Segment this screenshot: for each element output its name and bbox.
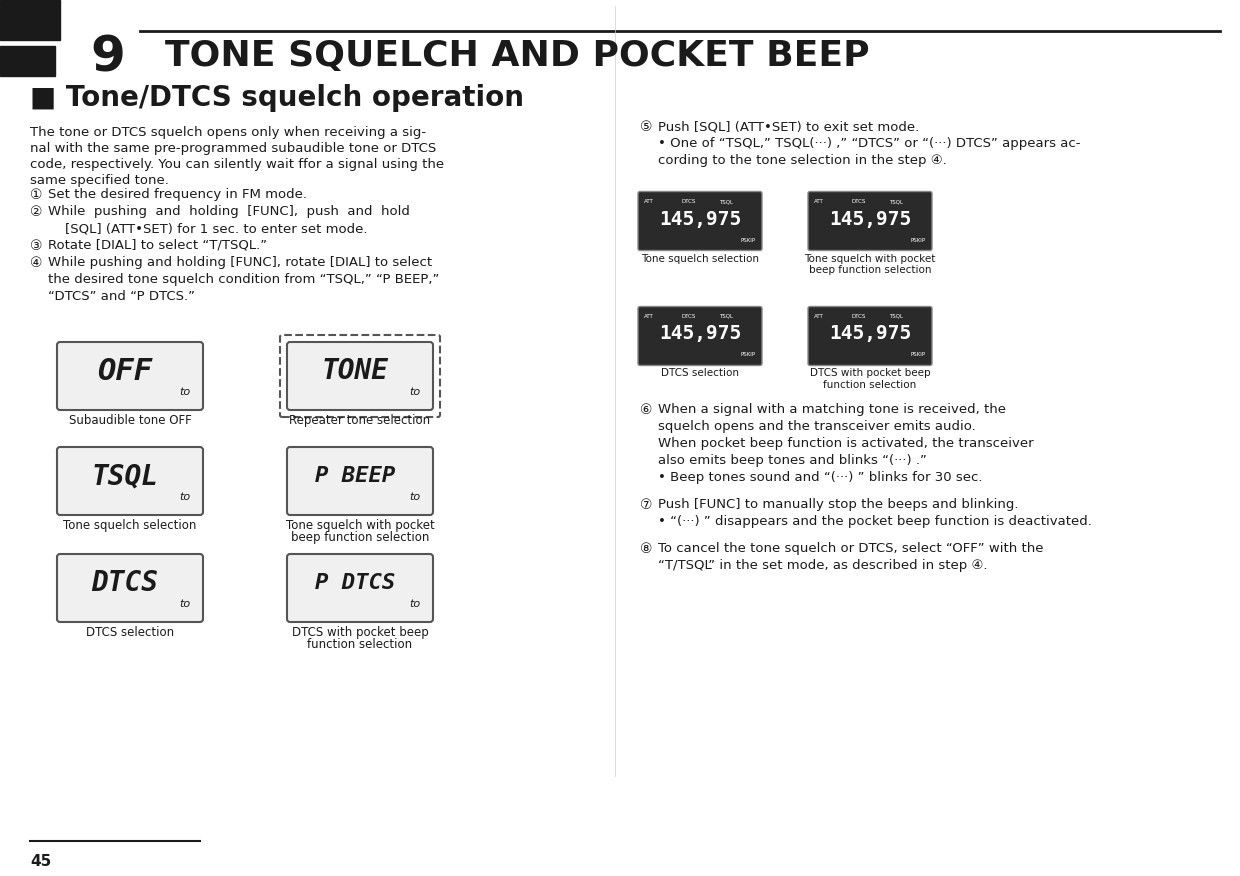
Text: ①: ① [30,188,42,202]
Text: TSQL: TSQL [889,314,903,319]
Text: 9: 9 [91,34,125,82]
Text: When a signal with a matching tone is received, the: When a signal with a matching tone is re… [658,403,1006,416]
Bar [0,46,55,76]
Text: • Beep tones sound and “(···) ” blinks for 30 sec.: • Beep tones sound and “(···) ” blinks f… [658,471,982,484]
Text: code, respectively. You can silently wait ffor a signal using the: code, respectively. You can silently wai… [30,158,444,171]
FancyBboxPatch shape [286,447,433,515]
FancyBboxPatch shape [286,342,433,410]
FancyBboxPatch shape [808,192,932,251]
Text: TSQL: TSQL [92,462,159,490]
Text: DTCS: DTCS [681,314,696,319]
Text: TSQL: TSQL [719,199,733,204]
Text: also emits beep tones and blinks “(···) .”: also emits beep tones and blinks “(···) … [658,454,926,467]
Text: ATT: ATT [644,314,653,319]
Text: Subaudible tone OFF: Subaudible tone OFF [68,414,191,427]
Text: ⑧: ⑧ [640,542,652,556]
Text: “T/TSQL” in the set mode, as described in step ④.: “T/TSQL” in the set mode, as described i… [658,559,987,572]
Text: ②: ② [30,205,42,219]
Text: function selection: function selection [308,638,413,651]
Text: Repeater tone selection: Repeater tone selection [289,414,430,427]
Text: PSKIP: PSKIP [911,237,926,243]
Text: to: to [179,492,190,502]
FancyBboxPatch shape [57,342,203,410]
Text: • One of “TSQL,” TSQL(···) ,” “DTCS” or “(···) DTCS” appears ac-: • One of “TSQL,” TSQL(···) ,” “DTCS” or … [658,137,1080,150]
Text: [SQL] (ATT•SET) for 1 sec. to enter set mode.: [SQL] (ATT•SET) for 1 sec. to enter set … [48,222,367,235]
Text: ATT: ATT [813,314,823,319]
Text: ③: ③ [30,239,42,253]
Text: DTCS: DTCS [681,199,696,204]
Text: PSKIP: PSKIP [740,352,756,357]
Text: 145,975: 145,975 [828,324,911,343]
Text: P BEEP: P BEEP [315,466,396,486]
Text: to: to [179,599,190,609]
Text: squelch opens and the transceiver emits audio.: squelch opens and the transceiver emits … [658,420,976,433]
FancyBboxPatch shape [57,447,203,515]
Text: to: to [179,387,190,397]
Text: Push [SQL] (ATT•SET) to exit set mode.: Push [SQL] (ATT•SET) to exit set mode. [658,120,919,133]
Text: ATT: ATT [813,199,823,204]
Text: to: to [409,492,420,502]
Text: cording to the tone selection in the step ④.: cording to the tone selection in the ste… [658,154,947,167]
Text: ATT: ATT [644,199,653,204]
Text: “DTCS” and “P DTCS.”: “DTCS” and “P DTCS.” [48,290,195,303]
Text: to: to [409,387,420,397]
Text: ■ Tone/DTCS squelch operation: ■ Tone/DTCS squelch operation [30,84,525,112]
Bar [0,0,60,40]
Text: When pocket beep function is activated, the transceiver: When pocket beep function is activated, … [658,437,1034,450]
Text: P DTCS: P DTCS [315,573,396,593]
Text: ⑦: ⑦ [640,498,652,512]
Text: ④: ④ [30,256,42,270]
Text: Tone squelch with pocket
beep function selection: Tone squelch with pocket beep function s… [805,253,936,275]
Text: the desired tone squelch condition from “TSQL,” “P BEEP,”: the desired tone squelch condition from … [48,273,439,286]
Text: TSQL: TSQL [889,199,903,204]
Text: TONE SQUELCH AND POCKET BEEP: TONE SQUELCH AND POCKET BEEP [165,39,869,73]
Text: • “(···) ” disappears and the pocket beep function is deactivated.: • “(···) ” disappears and the pocket bee… [658,515,1092,528]
Text: Tone squelch with pocket: Tone squelch with pocket [285,519,434,532]
Text: TONE: TONE [321,357,388,385]
Text: DTCS with pocket beep
function selection: DTCS with pocket beep function selection [810,369,930,390]
Text: PSKIP: PSKIP [911,352,926,357]
Text: Tone squelch selection: Tone squelch selection [641,253,759,264]
Text: DTCS: DTCS [852,199,866,204]
FancyBboxPatch shape [639,307,763,365]
FancyBboxPatch shape [286,554,433,622]
Text: While pushing and holding [FUNC], rotate [DIAL] to select: While pushing and holding [FUNC], rotate… [48,256,432,269]
Text: beep function selection: beep function selection [291,531,429,544]
Text: PSKIP: PSKIP [740,237,756,243]
Text: DTCS: DTCS [852,314,866,319]
Text: TSQL: TSQL [719,314,733,319]
Text: nal with the same pre-programmed subaudible tone or DTCS: nal with the same pre-programmed subaudi… [30,142,436,155]
Text: To cancel the tone squelch or DTCS, select “OFF” with the: To cancel the tone squelch or DTCS, sele… [658,542,1044,555]
Text: While  pushing  and  holding  [FUNC],  push  and  hold: While pushing and holding [FUNC], push a… [48,205,410,218]
FancyBboxPatch shape [57,554,203,622]
Text: DTCS with pocket beep: DTCS with pocket beep [291,626,428,639]
Text: ⑥: ⑥ [640,403,652,417]
Text: 45: 45 [30,854,51,869]
FancyBboxPatch shape [808,307,932,365]
Text: OFF: OFF [98,357,153,385]
Text: Rotate [DIAL] to select “T/TSQL.”: Rotate [DIAL] to select “T/TSQL.” [48,239,267,252]
Text: 145,975: 145,975 [658,324,742,343]
Text: Push [FUNC] to manually stop the beeps and blinking.: Push [FUNC] to manually stop the beeps a… [658,498,1018,511]
Text: DTCS: DTCS [92,569,159,597]
Text: Tone squelch selection: Tone squelch selection [63,519,197,532]
Text: DTCS selection: DTCS selection [86,626,174,639]
Text: The tone or DTCS squelch opens only when receiving a sig-: The tone or DTCS squelch opens only when… [30,126,427,139]
Text: Set the desired frequency in FM mode.: Set the desired frequency in FM mode. [48,188,308,201]
Text: same specified tone.: same specified tone. [30,174,169,187]
Text: 145,975: 145,975 [658,209,742,229]
Text: to: to [409,599,420,609]
Text: 145,975: 145,975 [828,209,911,229]
Text: ⑤: ⑤ [640,120,652,134]
Text: DTCS selection: DTCS selection [661,369,739,378]
FancyBboxPatch shape [639,192,763,251]
